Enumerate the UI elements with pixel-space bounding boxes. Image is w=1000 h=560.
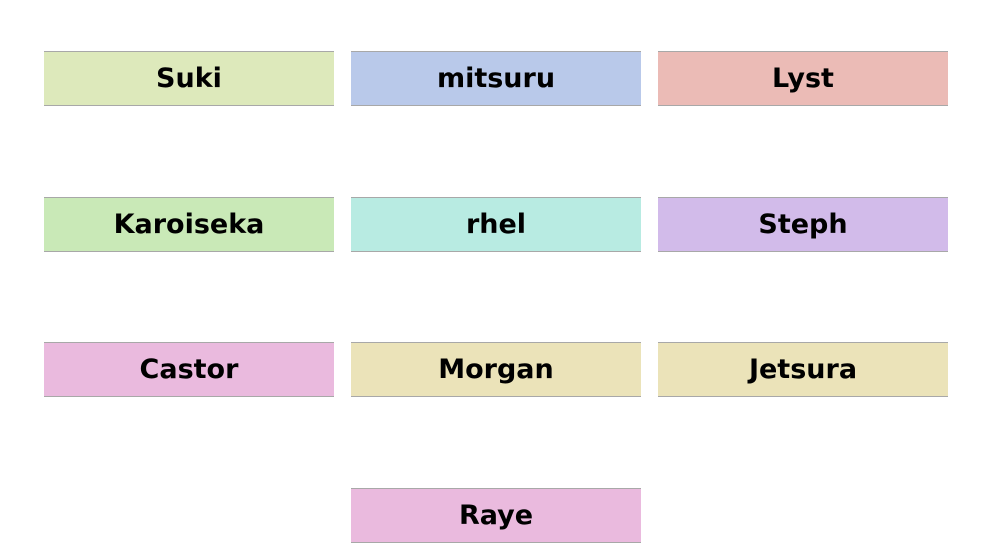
tile-lyst[interactable]: Lyst <box>658 51 948 106</box>
tile-steph[interactable]: Steph <box>658 197 948 252</box>
tile-jetsura[interactable]: Jetsura <box>658 342 948 397</box>
tile-karoiseka[interactable]: Karoiseka <box>44 197 334 252</box>
tile-morgan[interactable]: Morgan <box>351 342 641 397</box>
tile-rhel[interactable]: rhel <box>351 197 641 252</box>
tile-raye[interactable]: Raye <box>351 488 641 543</box>
tile-suki[interactable]: Suki <box>44 51 334 106</box>
tile-castor[interactable]: Castor <box>44 342 334 397</box>
tile-mitsuru[interactable]: mitsuru <box>351 51 641 106</box>
